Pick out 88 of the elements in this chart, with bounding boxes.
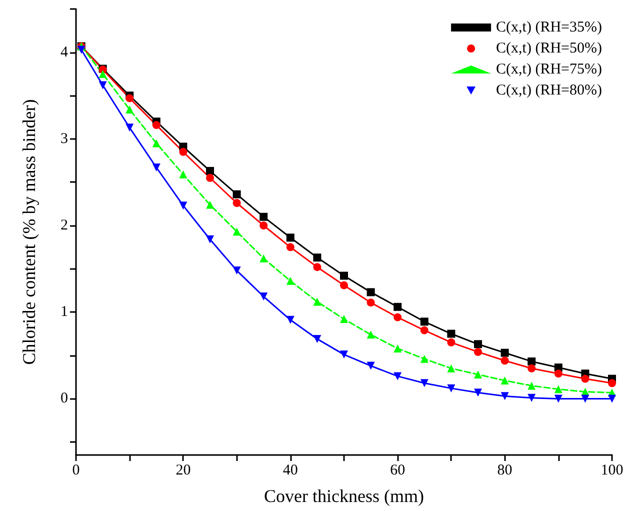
point — [260, 254, 268, 262]
point — [500, 356, 509, 365]
x-tick-label: 100 — [600, 462, 624, 478]
y-axis-title: Chloride content (% by mass binder) — [19, 99, 39, 365]
point — [366, 362, 375, 370]
point — [206, 174, 214, 182]
point — [340, 350, 348, 359]
point — [232, 266, 241, 275]
point — [394, 313, 402, 322]
point — [447, 364, 456, 372]
x-tick-label: 0 — [72, 462, 80, 478]
point — [260, 212, 268, 221]
point — [313, 254, 322, 262]
point — [152, 121, 160, 130]
legend-label: C(x,t) (RH=35%) — [496, 20, 602, 36]
y-tick-label: 1 — [60, 304, 68, 320]
point — [206, 200, 214, 209]
point — [420, 326, 428, 334]
x-tick-label: 60 — [390, 462, 406, 478]
point — [366, 298, 375, 307]
x-tick-label: 20 — [176, 462, 191, 478]
point — [313, 298, 322, 306]
point — [206, 166, 214, 175]
point — [528, 382, 536, 390]
point — [394, 372, 402, 380]
point — [500, 376, 509, 385]
point — [179, 148, 188, 156]
point — [554, 370, 562, 378]
point — [232, 228, 241, 236]
point — [286, 316, 294, 324]
point — [260, 292, 268, 301]
point — [179, 170, 188, 178]
point — [179, 202, 188, 210]
point — [500, 348, 509, 357]
y-tick-label: 3 — [60, 130, 68, 147]
point — [474, 370, 482, 378]
point — [126, 94, 134, 102]
legend-label: C(x,t) (RH=50%) — [496, 40, 602, 56]
point — [528, 357, 536, 366]
point — [77, 46, 86, 54]
point — [474, 340, 482, 348]
point — [394, 302, 402, 311]
point — [340, 272, 348, 280]
point — [98, 81, 107, 90]
point — [528, 394, 536, 402]
y-tick-label: 4 — [60, 44, 68, 60]
point — [152, 139, 160, 148]
point — [366, 288, 375, 296]
point — [366, 330, 375, 339]
point — [420, 318, 428, 326]
point — [232, 198, 241, 207]
point — [528, 364, 536, 372]
point — [340, 315, 348, 324]
point — [260, 222, 268, 230]
point — [581, 374, 590, 383]
point — [206, 235, 214, 244]
point — [474, 348, 482, 356]
x-axis-title: Cover thickness (mm) — [264, 486, 424, 506]
point — [232, 190, 241, 198]
point — [98, 70, 107, 78]
point — [447, 384, 456, 392]
point — [447, 330, 456, 338]
point — [286, 243, 294, 252]
point — [447, 338, 456, 346]
point — [313, 334, 322, 343]
point — [420, 354, 428, 363]
x-tick-label: 40 — [282, 462, 298, 478]
point — [126, 105, 134, 114]
point — [420, 379, 428, 388]
point — [608, 379, 616, 388]
point — [554, 385, 562, 394]
point — [126, 124, 134, 132]
point — [152, 163, 160, 172]
point — [608, 394, 616, 403]
point — [554, 394, 562, 403]
point — [286, 276, 294, 285]
y-tick-label: 2 — [60, 218, 68, 234]
point — [581, 394, 590, 403]
point — [474, 388, 482, 397]
point — [340, 281, 348, 290]
legend-label: C(x,t) (RH=80%) — [496, 82, 602, 98]
point — [394, 344, 402, 352]
legend-label: C(x,t) (RH=75%) — [496, 62, 602, 78]
x-tick-label: 80 — [497, 462, 512, 478]
point — [313, 263, 322, 272]
point — [286, 234, 294, 242]
point — [500, 392, 509, 400]
y-tick-label: 0 — [60, 390, 68, 407]
